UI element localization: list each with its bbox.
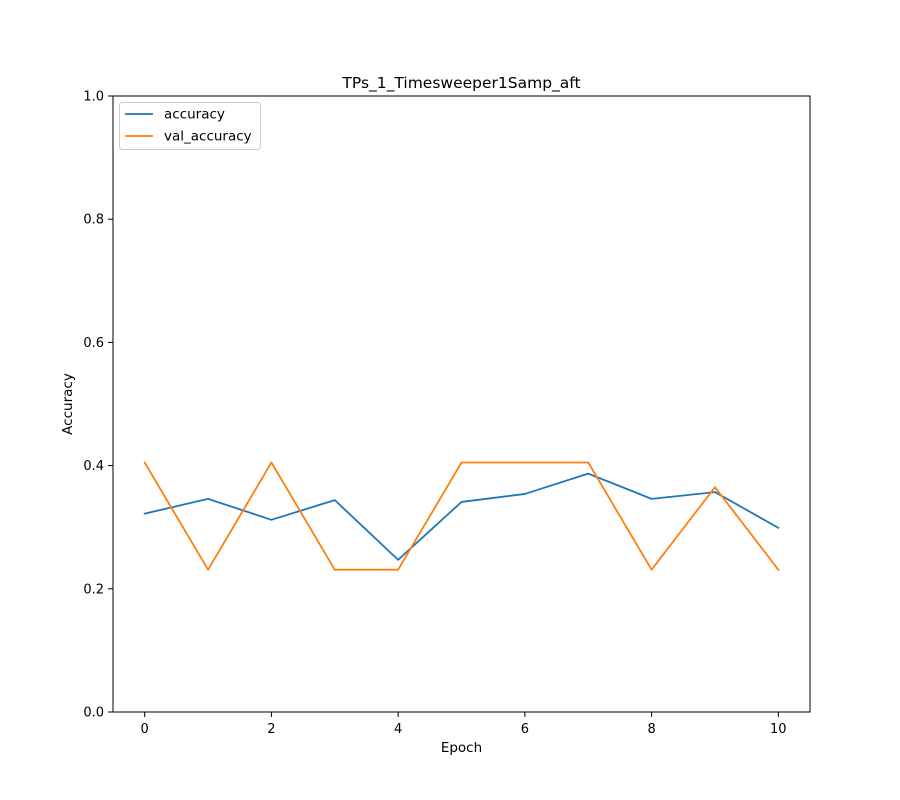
x-tick-label: 6 <box>521 722 529 737</box>
y-tick-label: 0.8 <box>83 213 104 228</box>
y-tick-label: 0.0 <box>83 706 104 721</box>
series-line-accuracy <box>143 472 780 561</box>
x-axis-label: Epoch <box>441 740 482 756</box>
y-axis: 0.0 0.2 0.4 0.6 0.8 1.0 <box>83 90 113 721</box>
y-tick-label: 1.0 <box>83 90 104 105</box>
y-tick-label: 0.6 <box>83 336 104 351</box>
x-tick-label: 2 <box>267 722 275 737</box>
x-tick-label: 10 <box>770 722 787 737</box>
series-layer <box>143 461 780 571</box>
y-tick-label: 0.2 <box>83 582 104 597</box>
y-axis-label: Accuracy <box>60 373 76 435</box>
x-tick-label: 4 <box>394 722 402 737</box>
legend-box <box>119 102 261 150</box>
y-tick-label: 0.4 <box>83 459 104 474</box>
plot-frame <box>112 95 811 713</box>
legend-label: accuracy <box>164 107 225 123</box>
legend: accuracy val_accuracy <box>119 102 261 150</box>
x-axis: 0 2 4 6 8 10 <box>141 712 787 737</box>
x-tick-label: 8 <box>647 722 655 737</box>
chart-title: TPs_1_Timesweeper1Samp_aft <box>341 74 580 93</box>
legend-label: val_accuracy <box>164 129 252 145</box>
x-tick-label: 0 <box>141 722 149 737</box>
series-line-val-accuracy <box>143 461 780 571</box>
